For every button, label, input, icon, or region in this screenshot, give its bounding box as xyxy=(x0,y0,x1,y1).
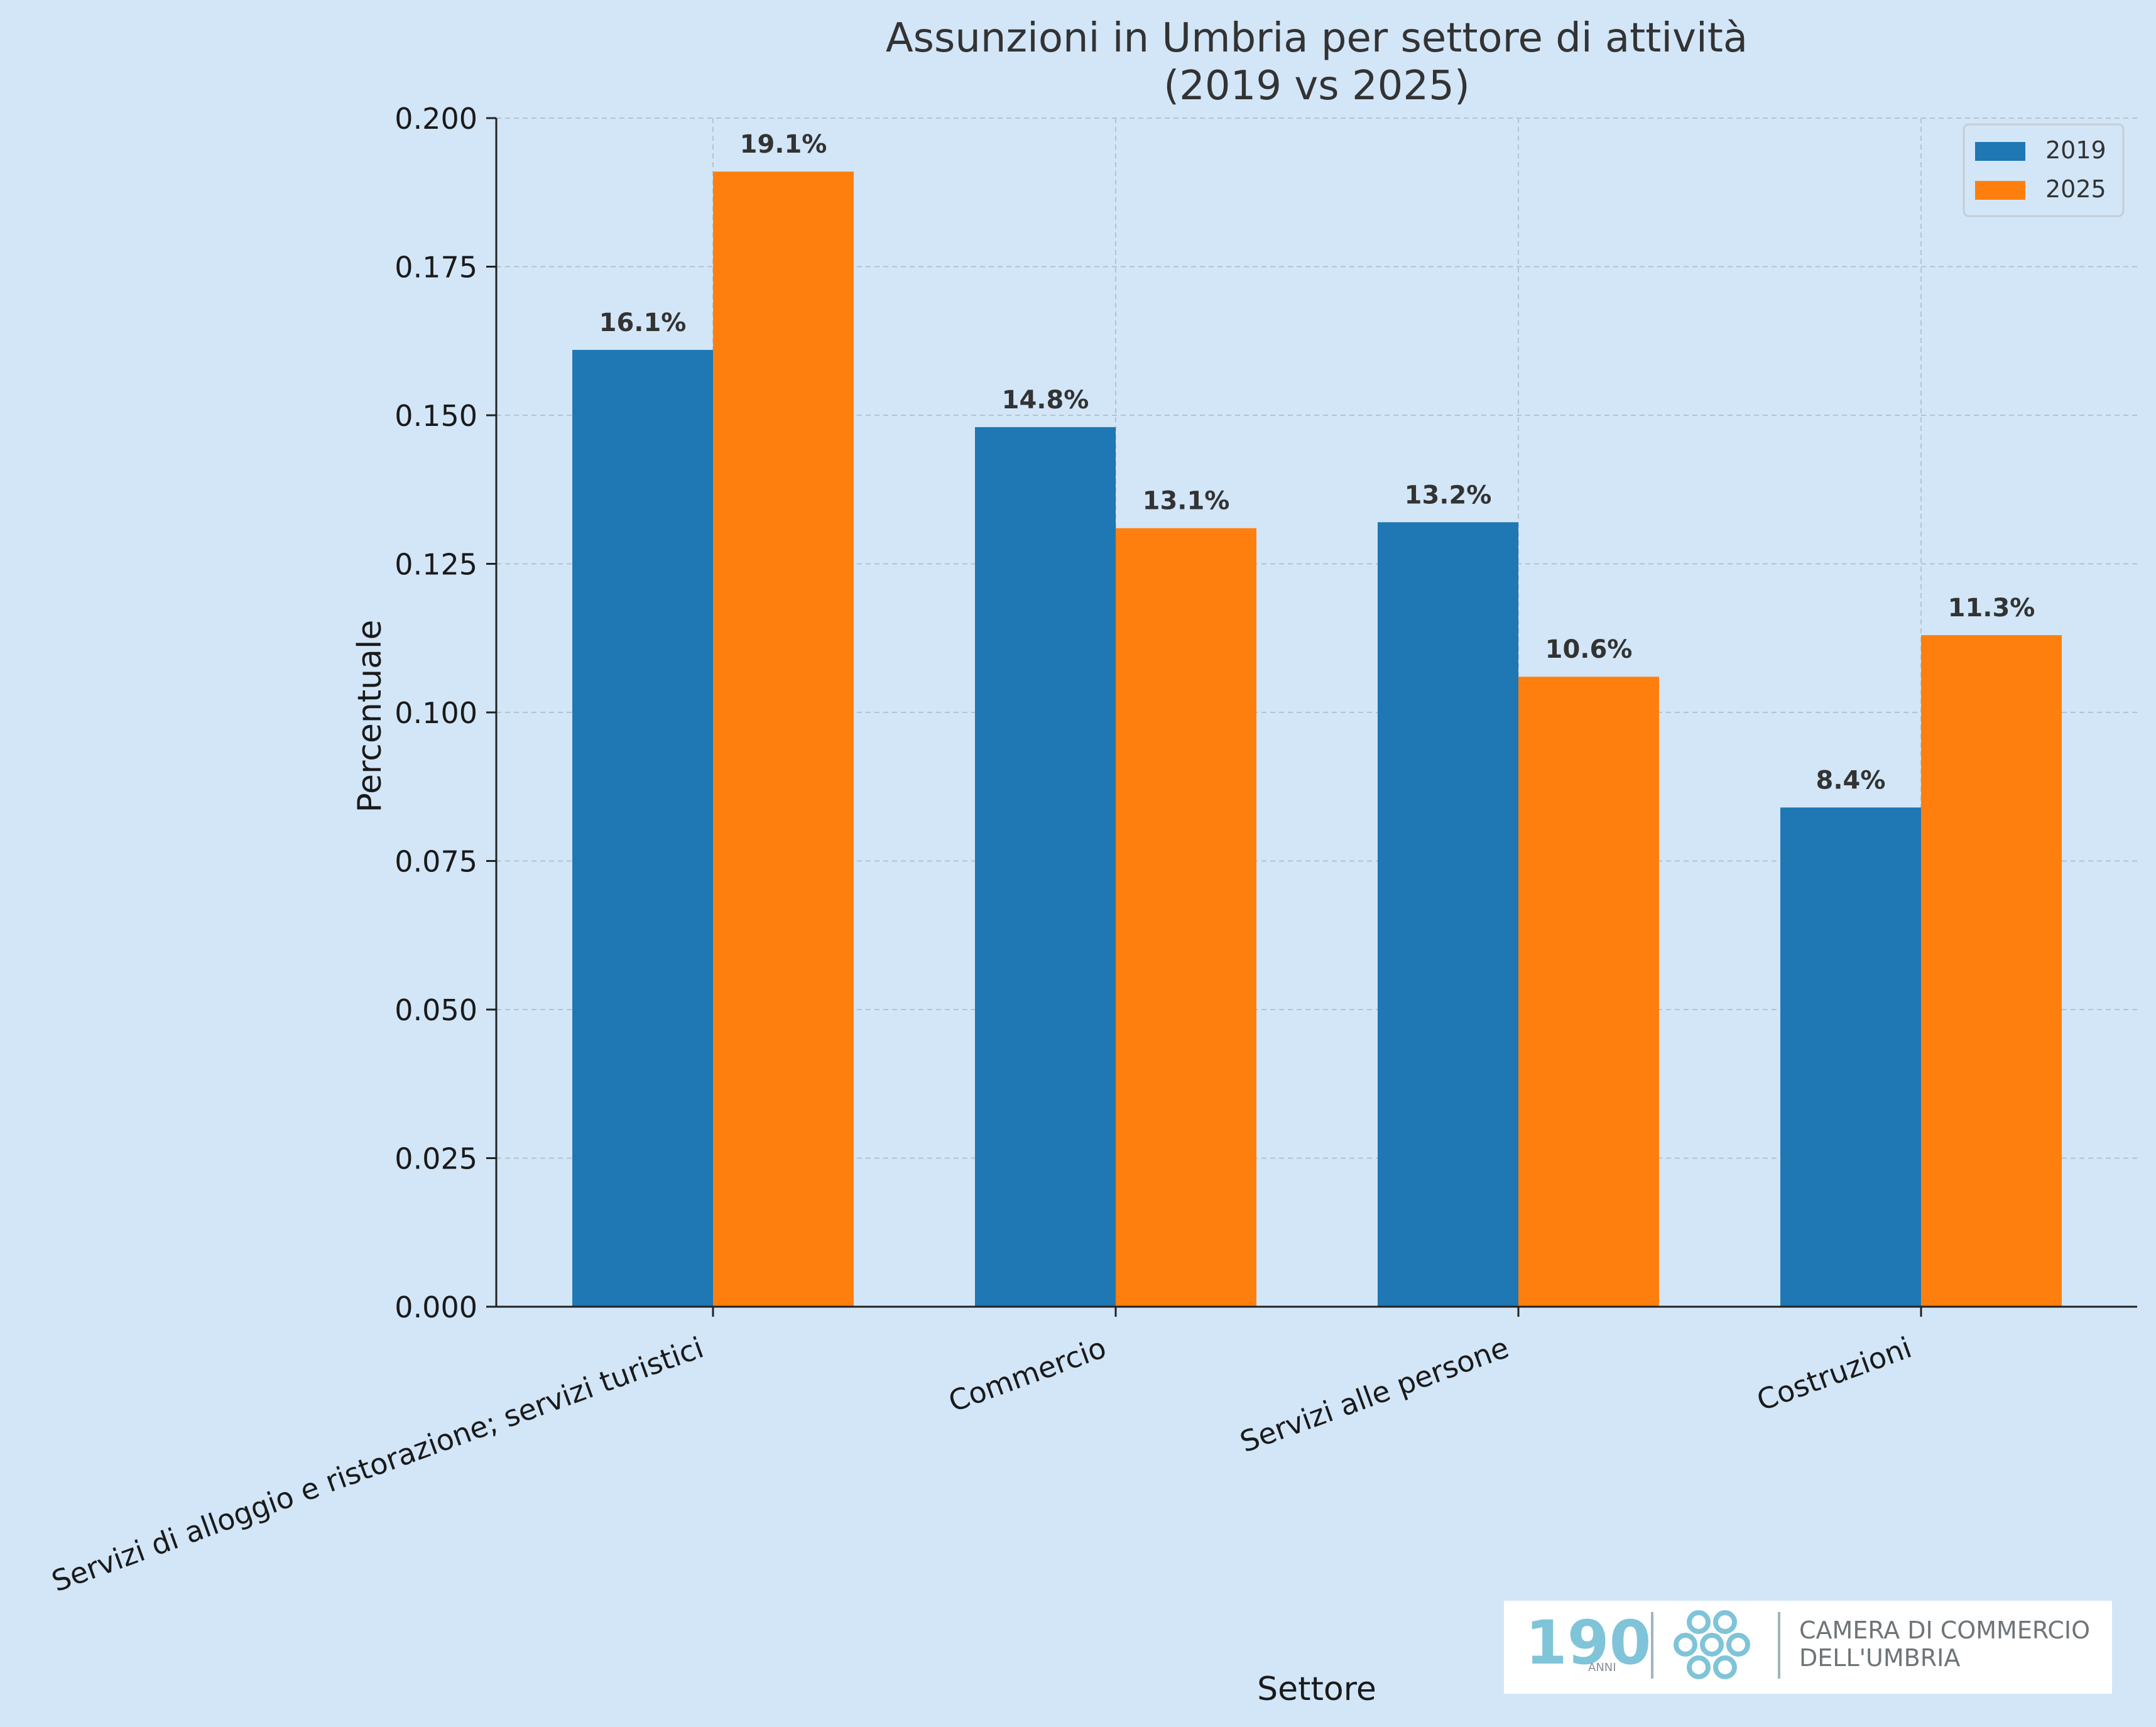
x-axis-label: Settore xyxy=(1257,1670,1376,1708)
legend-label-2025: 2025 xyxy=(2045,175,2106,203)
logo-emblem-icon xyxy=(1674,1610,1750,1679)
bar-2025-3 xyxy=(1921,635,2062,1307)
legend-swatch-2019 xyxy=(1975,142,2025,161)
data-label-2019-1: 14.8% xyxy=(1002,386,1089,415)
chart-title: Assunzioni in Umbria per settore di atti… xyxy=(886,15,1748,62)
bar-2019-2 xyxy=(1378,522,1518,1307)
logo-background xyxy=(1504,1601,2112,1694)
y-tick-label: 0.100 xyxy=(395,696,477,730)
axes xyxy=(486,117,2137,1317)
chart-subtitle: (2019 vs 2025) xyxy=(1163,63,1470,109)
y-tick-label: 0.000 xyxy=(395,1290,477,1324)
data-label-2025-2: 10.6% xyxy=(1545,635,1633,664)
data-label-2025-3: 11.3% xyxy=(1948,594,2035,623)
y-tick-label: 0.050 xyxy=(395,993,477,1027)
logo-org-line1: CAMERA DI COMMERCIO xyxy=(1799,1616,2090,1644)
y-tick-label: 0.075 xyxy=(395,845,477,879)
bar-2019-3 xyxy=(1780,807,1921,1307)
data-label-2025-1: 13.1% xyxy=(1143,487,1230,516)
bar-2025-0 xyxy=(713,172,854,1307)
data-label-2019-3: 8.4% xyxy=(1816,766,1886,795)
data-label-2025-0: 19.1% xyxy=(740,130,827,159)
y-tick-label: 0.125 xyxy=(395,548,477,582)
y-tick-label: 0.150 xyxy=(395,399,477,433)
bar-2025-2 xyxy=(1518,677,1659,1307)
data-label-2019-0: 16.1% xyxy=(599,308,687,337)
logo-anniversary-sub: ANNI xyxy=(1588,1661,1616,1674)
data-label-2019-2: 13.2% xyxy=(1405,481,1492,509)
logo-org-line2: DELL'UMBRIA xyxy=(1799,1644,1960,1672)
legend: 2019 2025 xyxy=(1963,123,2125,217)
logo-anniversary-number: 190 xyxy=(1525,1608,1651,1678)
camera-di-commercio-logo: 190 ANNI CAMERA DI COMMERCIO DELL'UMBRIA xyxy=(1504,1601,2112,1694)
y-tick-label: 0.025 xyxy=(395,1142,477,1176)
y-tick-label: 0.200 xyxy=(395,102,477,136)
legend-swatch-2025 xyxy=(1975,181,2025,200)
legend-label-2019: 2019 xyxy=(2045,136,2106,164)
bar-2025-1 xyxy=(1116,528,1256,1307)
y-tick-labels: 0.000 0.025 0.050 0.075 0.100 0.125 0.150 0.175… xyxy=(395,102,477,1324)
y-axis-label: Percentuale xyxy=(351,620,389,813)
bar-2019-0 xyxy=(572,349,713,1307)
bars xyxy=(572,172,2062,1307)
y-tick-label: 0.175 xyxy=(395,251,477,285)
bar-2019-1 xyxy=(975,427,1116,1307)
data-labels: 16.1% 14.8% 13.2% 8.4% 19.1% 13.1% 10.6% 11.3% xyxy=(599,130,2035,795)
